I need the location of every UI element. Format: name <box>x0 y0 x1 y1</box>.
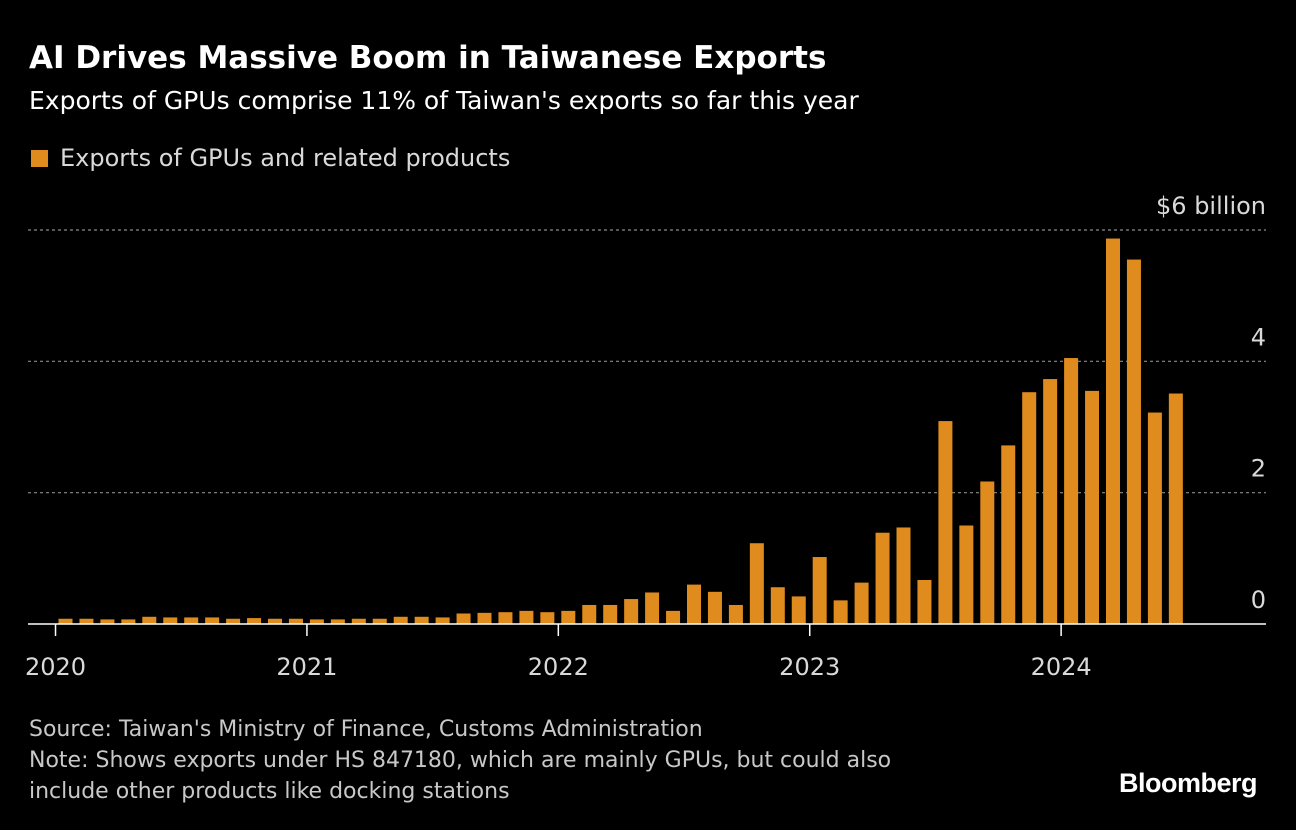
x-tick-label-2021: 2021 <box>276 653 337 681</box>
bar-2023-04 <box>875 532 890 624</box>
bar-2021-03 <box>351 618 366 624</box>
bar-2021-07 <box>435 617 450 624</box>
bar-2022-05 <box>645 592 660 624</box>
chart-subtitle: Exports of GPUs comprise 11% of Taiwan's… <box>29 86 859 115</box>
bar-2021-04 <box>372 618 387 624</box>
bar-2020-02 <box>79 618 94 624</box>
y-tick-label: 4 <box>1251 323 1266 351</box>
bar-2021-01 <box>309 619 324 624</box>
bar-2022-02 <box>582 604 597 624</box>
bar-2020-08 <box>205 617 220 624</box>
bar-2020-01 <box>58 618 73 624</box>
bar-2021-08 <box>456 613 471 624</box>
bar-2024-02 <box>1085 390 1100 624</box>
bar-2023-02 <box>833 600 848 624</box>
bar-2023-01 <box>812 557 827 624</box>
tick-labels: 0 2 4 $6 billion 2020 2021 2022 2023 2024 <box>25 192 1266 681</box>
chart-title: AI Drives Massive Boom in Taiwanese Expo… <box>29 40 827 76</box>
bar-2023-07 <box>938 421 953 624</box>
bar-2022-12 <box>791 596 806 624</box>
bar-2021-06 <box>414 616 429 624</box>
note-line-1: Note: Shows exports under HS 847180, whi… <box>29 748 892 773</box>
bar-2024-05 <box>1147 412 1162 624</box>
legend-label: Exports of GPUs and related products <box>60 144 511 172</box>
bar-2023-03 <box>854 582 869 624</box>
bar-2021-10 <box>498 612 513 624</box>
bar-2020-06 <box>163 617 178 624</box>
bar-2022-09 <box>728 604 743 624</box>
bar-2023-10 <box>1001 445 1016 624</box>
bar-2023-08 <box>959 525 974 624</box>
bar-2024-03 <box>1106 238 1120 625</box>
bar-2021-12 <box>540 612 555 624</box>
source-note: Source: Taiwan's Ministry of Finance, Cu… <box>29 717 703 742</box>
bar-2023-11 <box>1022 392 1037 624</box>
bloomberg-logo: Bloomberg <box>1118 768 1258 798</box>
bar-2020-03 <box>100 619 115 624</box>
gridlines <box>28 229 1266 494</box>
bar-2022-08 <box>707 591 722 624</box>
bar-2022-07 <box>687 584 701 624</box>
bar-2021-05 <box>393 616 408 624</box>
x-tick-label-2020: 2020 <box>25 653 86 681</box>
bar-2024-06 <box>1168 393 1183 624</box>
bar-2022-06 <box>666 610 681 624</box>
y-tick-label: $6 billion <box>1156 192 1266 220</box>
bar-2022-04 <box>624 599 639 624</box>
bar-2020-11 <box>268 618 282 624</box>
bar-2022-03 <box>603 604 618 624</box>
bar-2020-12 <box>288 618 303 624</box>
bar-2020-07 <box>184 617 199 624</box>
bar-2024-04 <box>1126 259 1141 624</box>
bar-2023-09 <box>980 481 995 624</box>
x-axis <box>28 623 1266 636</box>
bar-2020-05 <box>142 616 157 624</box>
x-tick-label-2023: 2023 <box>779 653 840 681</box>
x-tick-label-2024: 2024 <box>1031 653 1092 681</box>
bar-2020-09 <box>226 618 241 624</box>
bar-2023-06 <box>917 580 932 624</box>
legend: Exports of GPUs and related products <box>31 144 510 172</box>
bar-2020-10 <box>247 618 262 624</box>
bar-2022-10 <box>749 543 764 624</box>
y-tick-label: 2 <box>1251 455 1266 483</box>
bar-2023-05 <box>896 527 911 624</box>
note-line-2: include other products like docking stat… <box>29 779 510 804</box>
bar-2020-04 <box>121 619 136 624</box>
y-tick-label: 0 <box>1251 586 1266 614</box>
bar-2021-11 <box>519 610 534 624</box>
x-tick-label-2022: 2022 <box>528 653 589 681</box>
bar-2024-01 <box>1064 358 1079 624</box>
bar-2022-11 <box>770 587 785 624</box>
bars <box>58 238 1183 625</box>
bar-2021-02 <box>330 619 345 624</box>
bar-2022-01 <box>561 610 576 624</box>
footnotes: Source: Taiwan's Ministry of Finance, Cu… <box>29 714 891 807</box>
legend-swatch-icon <box>31 149 48 167</box>
bar-2023-12 <box>1043 379 1058 624</box>
bar-2021-09 <box>477 612 492 624</box>
